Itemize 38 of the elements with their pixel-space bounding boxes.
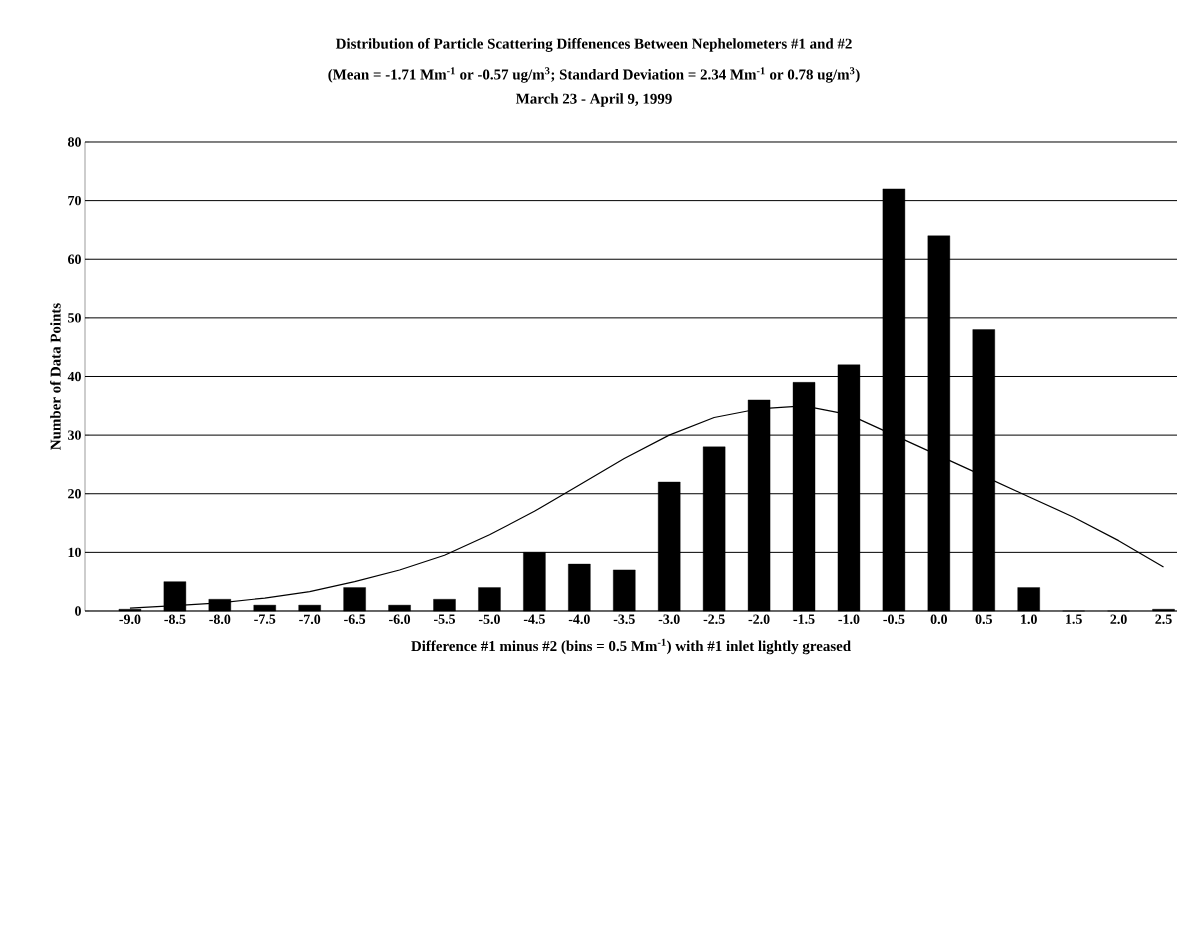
x-tick-label: -4.0 [568, 614, 590, 624]
text: March 23 - April 9, 1999 [515, 93, 672, 107]
x-tick-label: -9.0 [119, 614, 141, 624]
y-tick-label: 20 [68, 489, 81, 499]
x-tick-label: -6.5 [344, 614, 366, 624]
x-tick-label: -8.5 [164, 614, 186, 624]
x-tick-label: -7.0 [299, 614, 321, 624]
y-tick-label: 0 [75, 606, 81, 616]
x-tick-label: -8.0 [209, 614, 231, 624]
x-tick-label: 1.5 [1066, 614, 1082, 624]
x-tick-label: -2.5 [703, 614, 725, 624]
x-tick-label: -3.5 [613, 614, 635, 624]
y-tick-label: 80 [68, 137, 81, 147]
y-axis-title: Number of Data Points [49, 303, 61, 450]
y-tick-label: 60 [68, 254, 81, 264]
x-tick-label: 0.5 [975, 614, 992, 624]
x-tick-label: 0.0 [930, 614, 948, 624]
chart-title: Distribution of Particle Scattering Diffenences Between Nephelometers #1 and #2 [335, 38, 852, 52]
x-tick-label: -3.0 [658, 614, 680, 624]
x-tick-label: 1.0 [1021, 614, 1037, 624]
y-tick-label: 10 [68, 547, 81, 558]
y-tick-label: 50 [68, 313, 81, 323]
x-tick-label: 2.5 [1155, 614, 1172, 624]
x-tick-label: -2.0 [748, 614, 770, 624]
x-tick-label: -4.5 [523, 614, 545, 624]
x-tick-label: -7.5 [254, 614, 276, 624]
x-tick-label: -1.5 [793, 614, 815, 624]
x-tick-label: -1.0 [838, 614, 860, 624]
x-axis-title: Difference #1 minus #2 (bins = 0.5 Mm$^{-1}$) with #1 inlet lightly greased [411, 638, 851, 655]
x-tick-label: -5.5 [433, 614, 456, 624]
x-tick-label: -5.0 [478, 614, 500, 624]
x-tick-label: -6.0 [389, 614, 411, 624]
x-tick-label: 2.0 [1110, 614, 1127, 624]
y-tick-label: 30 [68, 430, 81, 440]
y-tick-label: 70 [68, 195, 81, 206]
text: (Mean = -1.71 Mm$^{-1}$ or -0.57 ug/m$^{3}$; Standard Deviation = 2.34 Mm$^{-1}$ or 0.78 ug/m$^{3}$) [328, 67, 860, 83]
x-tick-label: -0.5 [883, 614, 905, 624]
y-tick-label: 40 [67, 371, 81, 382]
